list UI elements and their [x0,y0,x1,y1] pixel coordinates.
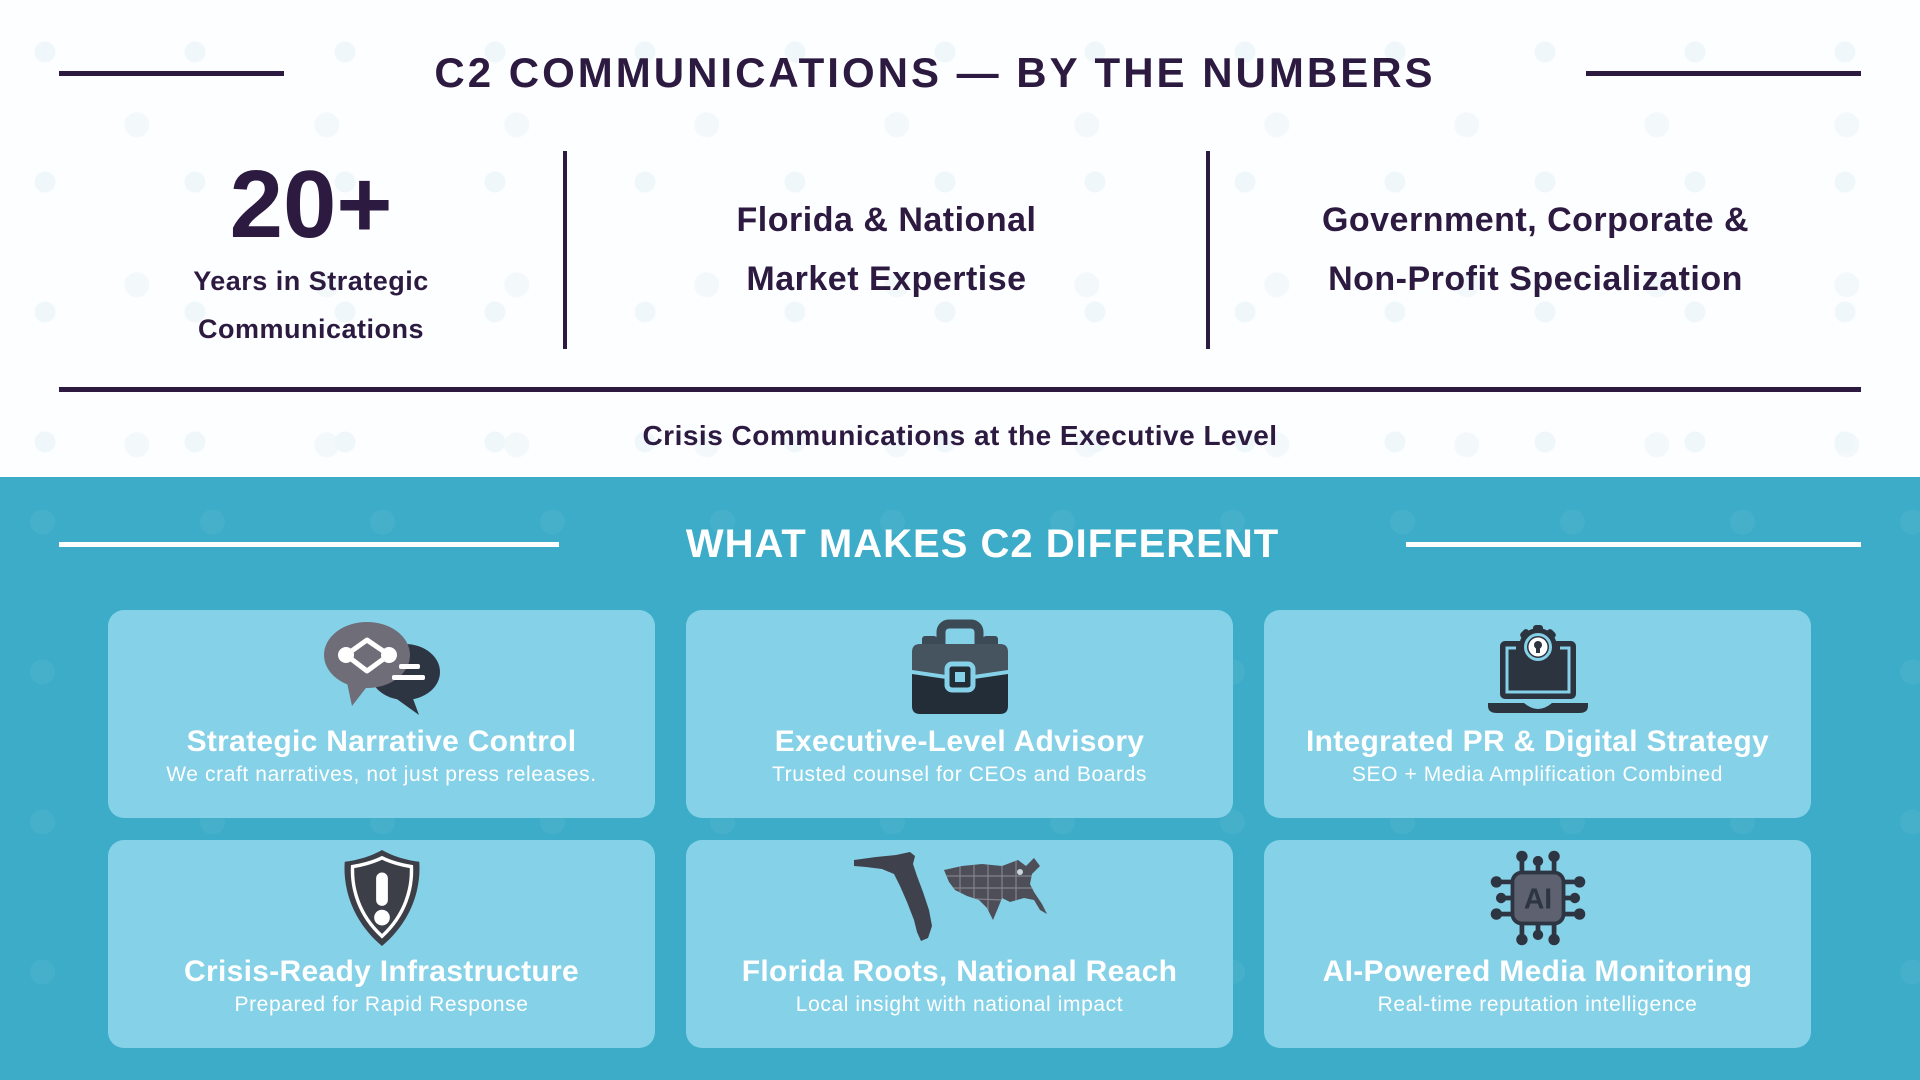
section-title-row: WHAT MAKES C2 DIFFERENT [59,521,1861,567]
main-title-row: C2 COMMUNICATIONS — BY THE NUMBERS [59,49,1861,96]
ai-chip-label: AI [1523,883,1551,915]
title-right-rule [1586,70,1861,76]
card-subtitle: Real-time reputation intelligence [1377,993,1698,1016]
card-integrated-pr-digital-strategy: Integrated PR & Digital Strategy SEO + M… [1264,610,1811,818]
ai-chip-icon: AI [1490,850,1585,946]
stat-market-expertise: Florida & National Market Expertise [567,151,1206,349]
card-subtitle: Prepared for Rapid Response [234,993,529,1016]
stats-divider-1 [563,151,567,349]
title-left-rule [59,70,284,76]
card-title: Florida Roots, National Reach [741,955,1178,988]
horizontal-rule [59,387,1861,392]
card-subtitle: Trusted counsel for CEOs and Boards [771,763,1148,786]
stat-market-expertise-label: Florida & National Market Expertise [736,200,1037,299]
stat-years-value: 20+ [229,151,393,258]
tagline: Crisis Communications at the Executive L… [642,420,1278,451]
stat-years: 20+ Years in Strategic Communications [59,151,563,349]
speech-bubbles-icon [323,622,440,715]
card-title: Executive-Level Advisory [774,725,1145,758]
feature-cards-grid: Strategic Narrative Control We craft nar… [108,610,1811,1048]
card-title: Integrated PR & Digital Strategy [1305,725,1769,758]
what-makes-c2-different-section: WHAT MAKES C2 DIFFERENT [0,477,1920,1080]
card-subtitle: Local insight with national impact [795,993,1124,1016]
stats-divider-2 [1206,151,1210,349]
card-crisis-ready-infrastructure: Crisis-Ready Infrastructure Prepared for… [108,840,655,1048]
card-ai-powered-media-monitoring: AI AI-Powered Media Monitoring Real-time… [1264,840,1811,1048]
stats-row: 20+ Years in Strategic Communications Fl… [59,151,1861,349]
card-executive-level-advisory: Executive-Level Advisory Trusted counsel… [686,610,1233,818]
section-title: WHAT MAKES C2 DIFFERENT [685,521,1280,566]
stat-specialization-label: Government, Corporate & Non-Profit Speci… [1321,200,1750,299]
card-subtitle: SEO + Media Amplification Combined [1351,763,1724,786]
card-title: Strategic Narrative Control [186,725,577,758]
card-title: AI-Powered Media Monitoring [1322,955,1753,988]
florida-usa-map-icon [854,852,1047,941]
card-florida-roots-national-reach: Florida Roots, National Reach Local insi… [686,840,1233,1048]
by-the-numbers-section: C2 COMMUNICATIONS — BY THE NUMBERS 20+ Y… [0,0,1920,477]
card-subtitle: We craft narratives, not just press rele… [166,763,597,786]
section-right-rule [1406,541,1861,547]
stat-specialization: Government, Corporate & Non-Profit Speci… [1210,151,1861,349]
section-left-rule [59,541,559,547]
page-title: C2 COMMUNICATIONS — BY THE NUMBERS [434,49,1436,96]
card-title: Crisis-Ready Infrastructure [184,955,579,988]
card-strategic-narrative-control: Strategic Narrative Control We craft nar… [108,610,655,818]
laptop-gear-icon [1487,625,1588,713]
stat-years-label: Years in Strategic Communications [193,265,429,345]
shield-alert-icon [343,849,420,947]
briefcase-icon [911,619,1008,714]
